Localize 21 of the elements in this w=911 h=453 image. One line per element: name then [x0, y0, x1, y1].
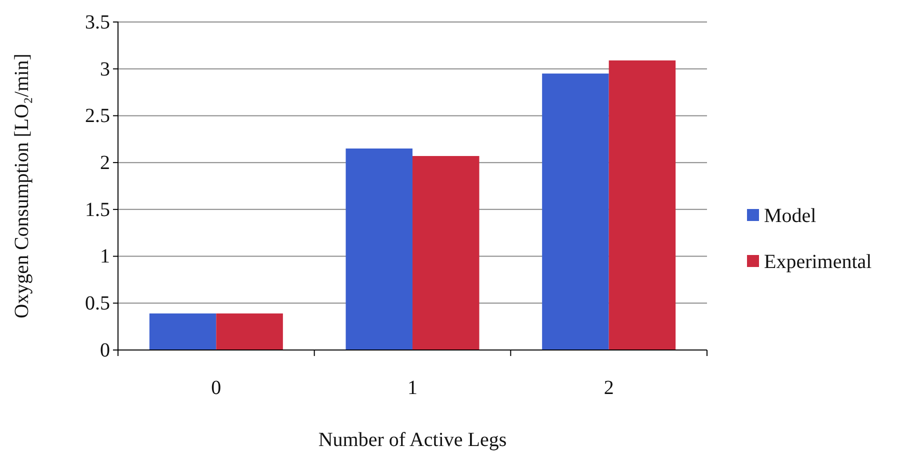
y-tick-label: 1 — [100, 246, 110, 268]
y-tick-label: 3.5 — [85, 11, 110, 34]
y-tick-label: 2.5 — [85, 105, 110, 128]
bar — [412, 156, 480, 350]
legend-label: Experimental — [764, 251, 872, 273]
y-tick-label: 0 — [100, 339, 110, 362]
y-tick-label: 3 — [100, 58, 110, 80]
y-tick-label: 1.5 — [85, 198, 110, 221]
bar — [542, 74, 609, 350]
x-tick-label: 0 — [211, 377, 222, 400]
bar — [608, 60, 676, 350]
x-axis-title: Number of Active Legs — [318, 429, 507, 451]
y-axis-title: Oxygen Consumption [LO₂/min] — [11, 54, 33, 318]
y-tick-label: 2 — [100, 152, 110, 174]
bar — [346, 148, 412, 350]
legend-label: Model — [764, 205, 817, 227]
x-tick-label: 2 — [604, 377, 614, 400]
bar — [216, 313, 283, 350]
bar — [149, 313, 216, 350]
y-tick-label: 0.5 — [85, 292, 110, 315]
x-tick-label: 1 — [408, 377, 418, 400]
